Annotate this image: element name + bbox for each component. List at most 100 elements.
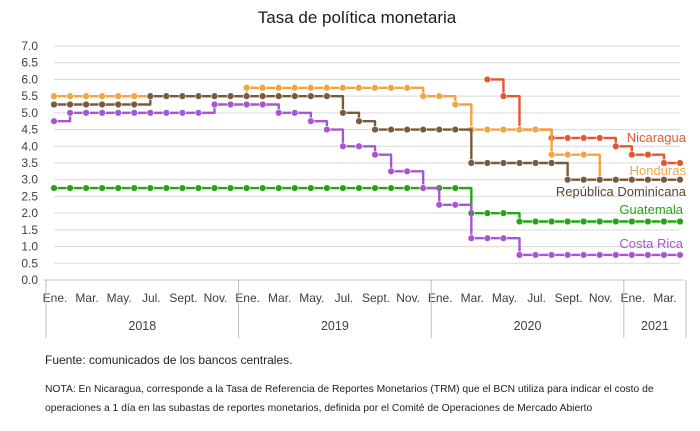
- data-point: [563, 134, 572, 142]
- data-point: [355, 184, 363, 192]
- data-point: [676, 159, 684, 167]
- data-point: [515, 159, 524, 167]
- data-point: [258, 184, 267, 192]
- series-group: [50, 75, 684, 259]
- data-point: [258, 84, 267, 92]
- data-point: [660, 159, 668, 167]
- data-point: [275, 84, 283, 92]
- year-label: 2018: [128, 319, 156, 333]
- year-label: 2020: [514, 319, 542, 333]
- data-point: [275, 92, 283, 100]
- x-tick-label: Nov.: [589, 291, 613, 305]
- data-point: [82, 100, 90, 109]
- series-guatemala: [50, 184, 684, 226]
- data-point: [210, 92, 219, 100]
- data-point: [98, 184, 106, 192]
- data-point: [226, 184, 235, 192]
- x-tick-label: Jul.: [527, 291, 546, 305]
- data-point: [371, 184, 379, 192]
- data-point: [499, 159, 508, 167]
- data-point: [531, 159, 540, 167]
- y-tick-label: 4.0: [21, 139, 38, 153]
- data-point: [419, 184, 427, 192]
- data-point: [563, 176, 572, 184]
- data-point: [499, 209, 508, 217]
- data-point: [178, 184, 187, 192]
- x-tick-label: Jul.: [335, 291, 354, 305]
- data-point: [194, 184, 203, 192]
- data-point: [371, 84, 379, 92]
- chart-title: Tasa de política monetaria: [258, 8, 457, 27]
- y-tick-label: 4.5: [21, 123, 38, 137]
- x-tick-label: Ene.: [621, 291, 646, 305]
- data-point: [50, 184, 58, 192]
- data-point: [660, 251, 668, 259]
- data-point: [82, 184, 90, 192]
- x-tick-label: Ene.: [235, 291, 260, 305]
- series-line: [54, 103, 680, 257]
- data-point: [483, 209, 492, 217]
- data-point: [515, 217, 524, 226]
- data-point: [371, 125, 379, 134]
- y-tick-label: 7.0: [21, 39, 38, 53]
- data-point: [210, 184, 219, 192]
- series-costa-rica: [50, 100, 684, 259]
- data-point: [499, 234, 508, 242]
- series-label: Guatemala: [619, 202, 683, 217]
- data-point: [162, 109, 171, 117]
- data-point: [435, 125, 443, 134]
- data-point: [130, 184, 138, 192]
- data-point: [676, 251, 684, 259]
- data-point: [579, 150, 588, 159]
- data-point: [291, 184, 299, 192]
- data-point: [547, 251, 556, 259]
- data-point: [676, 217, 684, 226]
- data-point: [50, 92, 58, 100]
- y-tick-label: 1.0: [21, 240, 38, 254]
- data-point: [162, 92, 171, 100]
- data-point: [387, 184, 395, 192]
- y-tick-label: 6.5: [21, 56, 38, 70]
- data-point: [596, 176, 604, 184]
- data-point: [114, 92, 122, 100]
- x-tick-label: Sept.: [362, 291, 390, 305]
- data-point: [596, 134, 604, 142]
- x-tick-label: Mar.: [461, 291, 484, 305]
- data-point: [114, 100, 122, 109]
- data-point: [515, 251, 524, 259]
- data-point: [612, 251, 620, 259]
- data-point: [403, 84, 411, 92]
- y-tick-label: 1.5: [21, 223, 38, 237]
- data-point: [451, 125, 459, 134]
- data-point: [146, 184, 155, 192]
- data-point: [242, 92, 251, 100]
- data-point: [98, 92, 106, 100]
- data-point: [467, 234, 476, 242]
- data-point: [323, 125, 331, 134]
- data-point: [547, 217, 556, 226]
- data-point: [563, 251, 572, 259]
- data-point: [258, 100, 267, 109]
- data-point: [403, 184, 411, 192]
- data-point: [130, 100, 138, 109]
- y-tick-label: 2.5: [21, 189, 38, 203]
- data-point: [612, 142, 620, 150]
- series-republica-dominicana: [50, 92, 684, 184]
- data-point: [483, 75, 492, 84]
- data-point: [50, 117, 58, 125]
- data-point: [387, 125, 395, 134]
- data-point: [483, 159, 492, 167]
- data-point: [242, 100, 251, 109]
- data-point: [596, 251, 604, 259]
- data-point: [403, 125, 411, 134]
- data-point: [579, 217, 588, 226]
- data-point: [419, 125, 427, 134]
- data-point: [371, 150, 379, 159]
- data-point: [451, 201, 459, 209]
- data-point: [644, 176, 652, 184]
- data-point: [451, 184, 459, 192]
- data-point: [323, 92, 331, 100]
- data-point: [242, 184, 251, 192]
- data-point: [531, 125, 540, 134]
- data-point: [483, 234, 492, 242]
